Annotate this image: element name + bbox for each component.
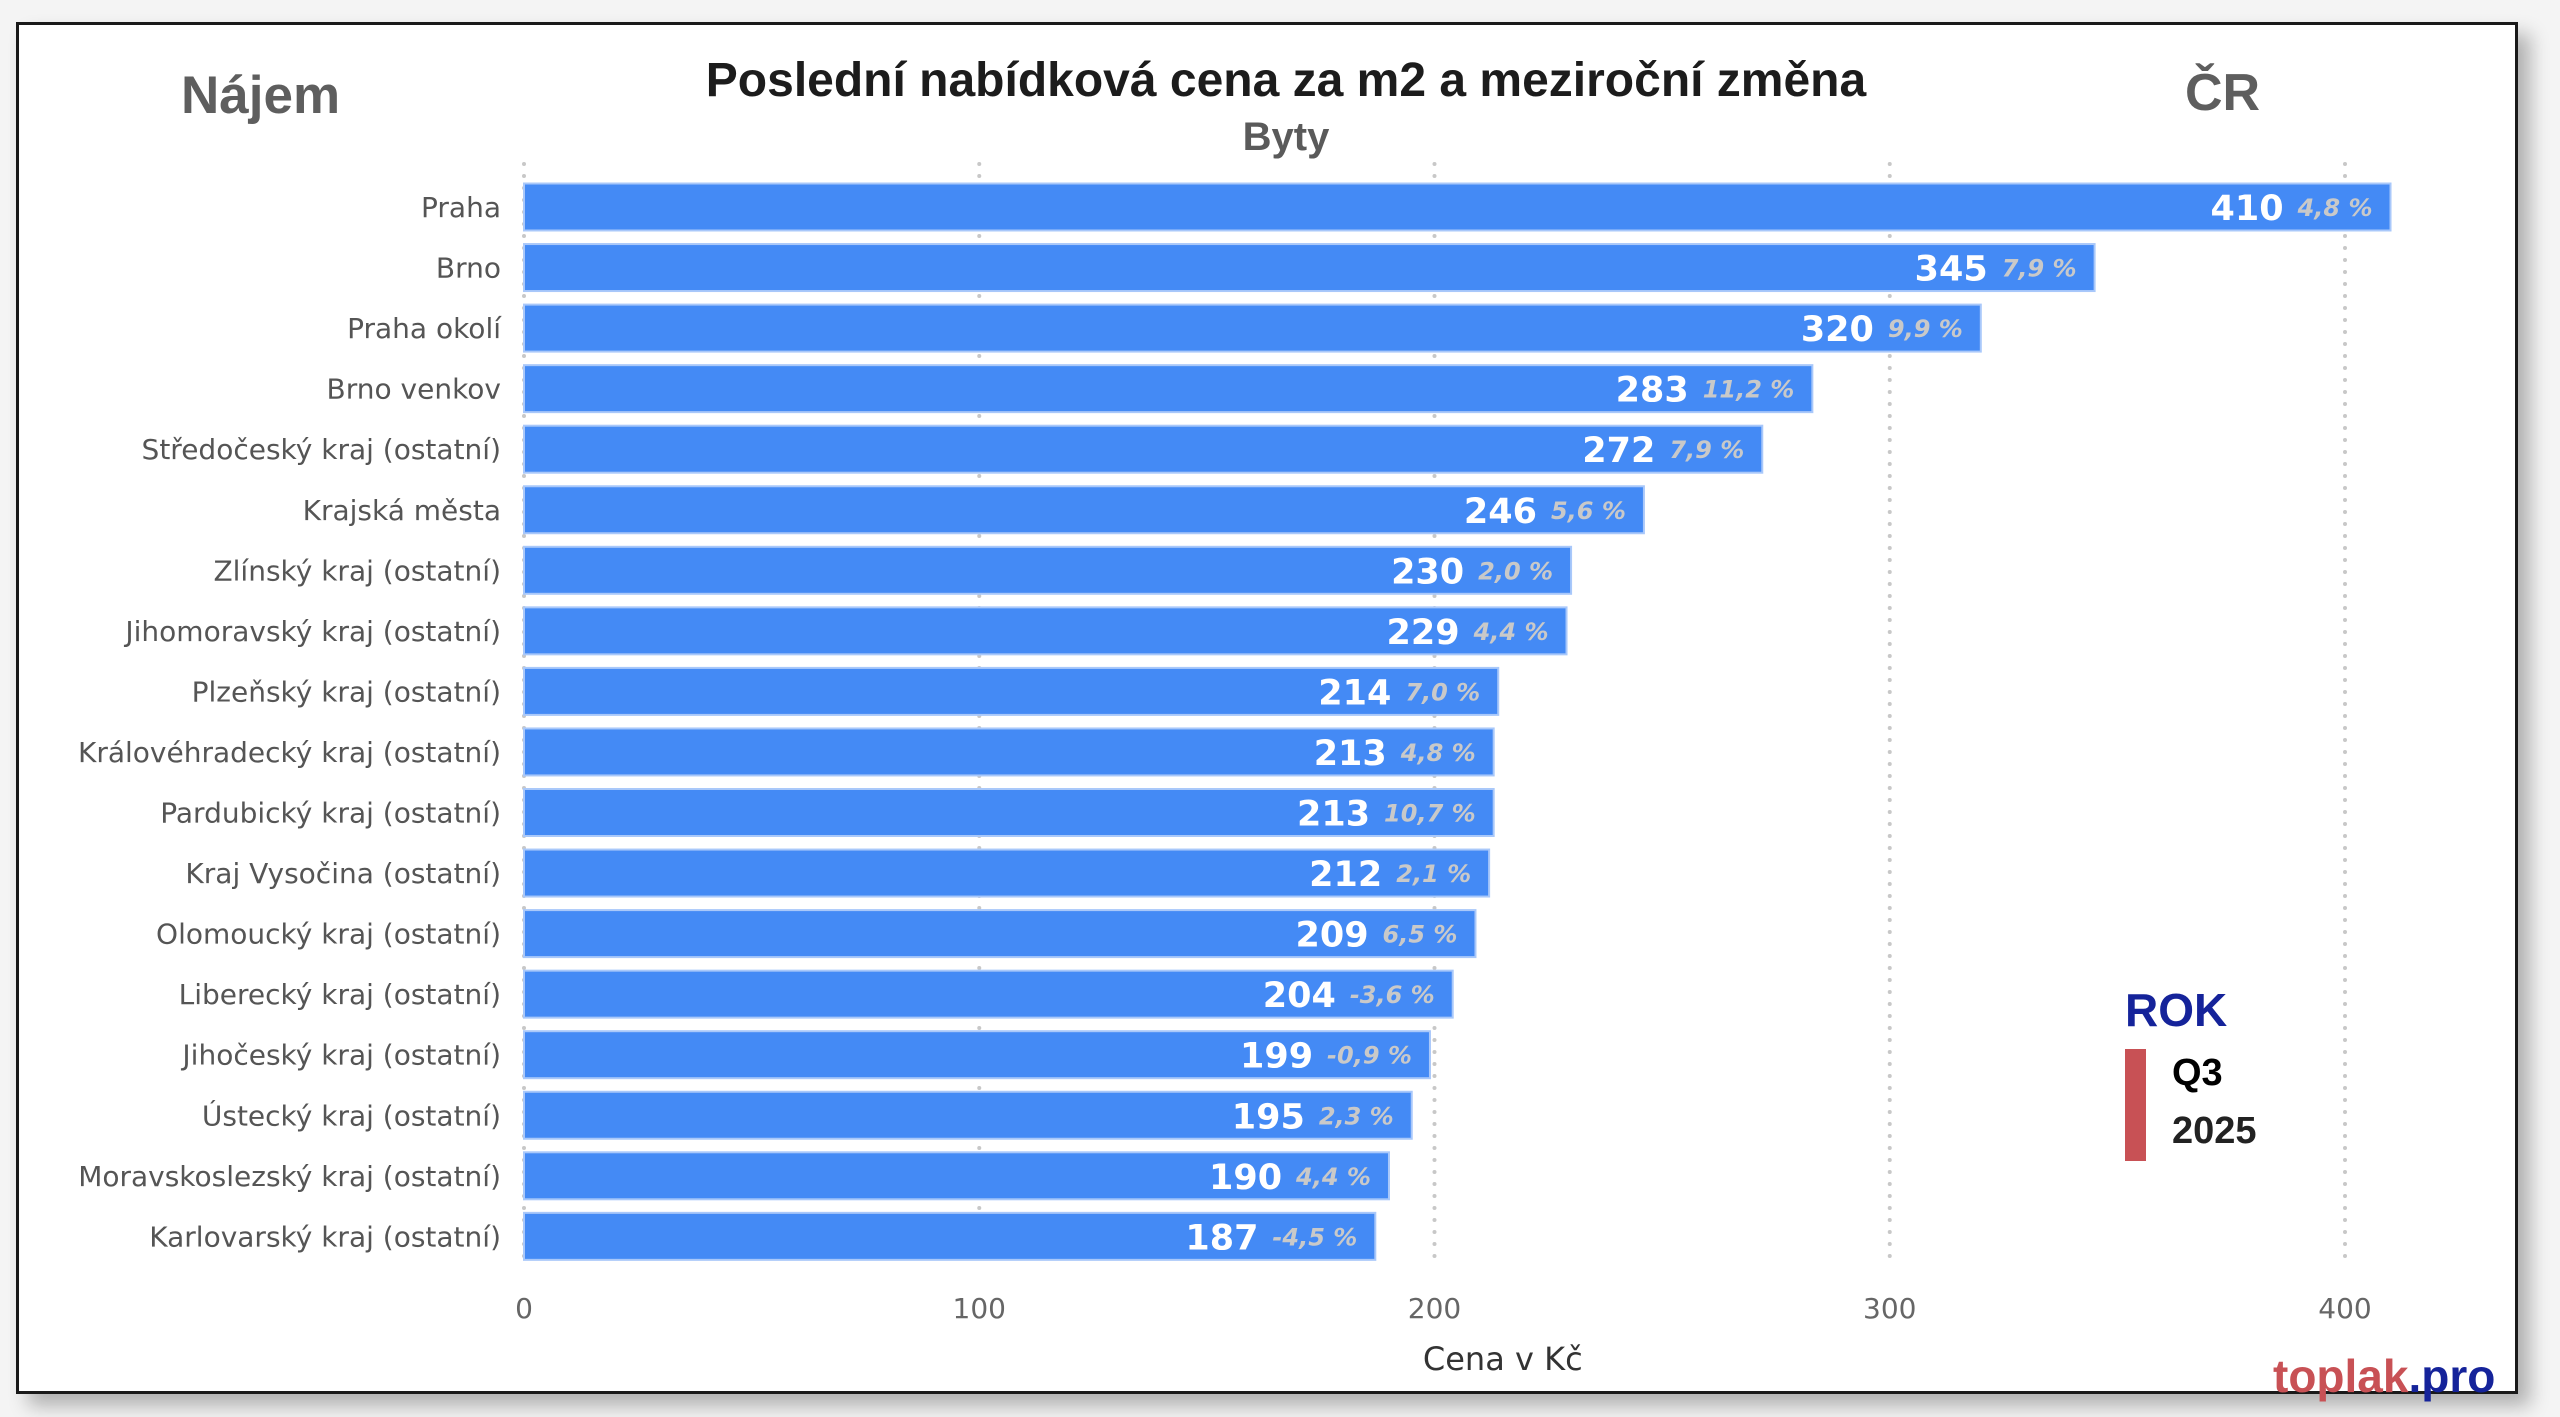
category-label: Zlínský kraj (ostatní) xyxy=(213,554,501,587)
bar xyxy=(523,545,1573,595)
x-tick-label: 100 xyxy=(953,1292,1006,1325)
change-label: 7,0 % xyxy=(1405,678,1480,706)
brand-part1: toplak xyxy=(2273,1350,2409,1402)
bar xyxy=(523,666,1500,716)
value-label: 230 xyxy=(1391,552,1464,592)
category-label: Karlovarský kraj (ostatní) xyxy=(149,1220,501,1253)
bar xyxy=(523,243,2096,293)
category-label: Moravskoslezský kraj (ostatní) xyxy=(78,1160,501,1193)
change-label: 2,0 % xyxy=(1478,557,1553,585)
change-label: -4,5 % xyxy=(1272,1223,1357,1251)
change-label: -3,6 % xyxy=(1350,981,1435,1009)
category-label: Brno xyxy=(436,252,501,285)
value-label: 187 xyxy=(1185,1218,1258,1258)
change-label: 2,3 % xyxy=(1319,1102,1394,1130)
value-label: 272 xyxy=(1582,431,1655,471)
bar xyxy=(523,727,1495,777)
change-label: 4,4 % xyxy=(1295,1163,1371,1191)
brand-part2: .pro xyxy=(2408,1350,2496,1402)
x-tick-label: 200 xyxy=(1408,1292,1461,1325)
bar xyxy=(523,1151,1390,1201)
category-label: Pardubický kraj (ostatní) xyxy=(160,797,501,830)
brand-logo: toplak.pro xyxy=(2273,1349,2495,1403)
value-label: 213 xyxy=(1314,734,1387,774)
value-label: 246 xyxy=(1464,492,1537,532)
category-label: Jihomoravský kraj (ostatní) xyxy=(123,615,501,648)
bar xyxy=(523,788,1495,837)
category-label: Liberecký kraj (ostatní) xyxy=(179,978,501,1011)
value-label: 204 xyxy=(1263,976,1336,1016)
change-label: 4,8 % xyxy=(1400,739,1476,767)
bar xyxy=(523,848,1491,898)
change-label: -0,9 % xyxy=(1327,1042,1412,1070)
category-label: Praha xyxy=(421,191,501,224)
value-label: 209 xyxy=(1295,916,1368,956)
category-label: Krajská města xyxy=(303,494,501,527)
value-label: 229 xyxy=(1387,613,1460,653)
category-label: Brno venkov xyxy=(327,373,501,406)
value-label: 195 xyxy=(1232,1097,1305,1137)
bar-chart: 0 100 200 300 400 Cena v Kč Praha 4,8 % 410 Brno 7… xyxy=(78,162,2392,1378)
legend-quarter: Q3 xyxy=(2172,1052,2223,1094)
change-label: 4,4 % xyxy=(1473,618,1549,646)
value-label: 283 xyxy=(1616,371,1689,411)
value-label: 320 xyxy=(1801,310,1874,350)
change-label: 7,9 % xyxy=(2002,255,2077,283)
region-tag: ČR xyxy=(2185,64,2261,122)
category-label: Olomoucký kraj (ostatní) xyxy=(156,918,501,951)
legend-marker xyxy=(2125,1049,2146,1161)
category-label: Kraj Vysočina (ostatní) xyxy=(185,857,501,890)
value-label: 212 xyxy=(1309,855,1382,895)
value-label: 410 xyxy=(2211,189,2284,229)
bar xyxy=(523,364,1814,414)
bar xyxy=(523,1090,1413,1140)
category-label: Ústecký kraj (ostatní) xyxy=(202,1098,501,1132)
change-label: 7,9 % xyxy=(1669,436,1744,464)
change-label: 10,7 % xyxy=(1384,800,1476,828)
category-label: Středočeský kraj (ostatní) xyxy=(142,433,501,466)
change-label: 5,6 % xyxy=(1551,497,1626,525)
category-label: Plzeňský kraj (ostatní) xyxy=(192,675,501,708)
value-label: 199 xyxy=(1240,1037,1313,1077)
bar xyxy=(523,1211,1377,1261)
change-label: 4,8 % xyxy=(2297,194,2373,222)
x-tick-label: 300 xyxy=(1863,1292,1916,1325)
category-label: Praha okolí xyxy=(347,312,502,345)
value-label: 213 xyxy=(1297,795,1370,835)
category-label: Královéhradecký kraj (ostatní) xyxy=(78,736,501,769)
category-label: Jihočeský kraj (ostatní) xyxy=(180,1039,501,1072)
bar xyxy=(523,424,1764,474)
bar xyxy=(523,485,1645,535)
change-label: 6,5 % xyxy=(1383,921,1458,949)
bar xyxy=(523,303,1982,353)
bar xyxy=(523,606,1568,656)
category-tag: Nájem xyxy=(181,66,341,125)
bar xyxy=(523,182,2392,232)
change-label: 11,2 % xyxy=(1703,376,1795,404)
change-label: 2,1 % xyxy=(1396,860,1471,888)
bar xyxy=(523,909,1477,959)
chart-title: Poslední nabídková cena za m2 a meziročn… xyxy=(705,54,1867,107)
x-axis-label: Cena v Kč xyxy=(1423,1340,1583,1378)
legend-title: ROK xyxy=(2125,984,2228,1036)
bar xyxy=(523,969,1454,1019)
change-label: 9,9 % xyxy=(1888,315,1963,343)
chart-frame: 0 100 200 300 400 Cena v Kč Praha 4,8 % 410 Brno 7… xyxy=(16,22,2518,1402)
value-label: 345 xyxy=(1915,250,1988,290)
x-tick-label: 0 xyxy=(515,1292,533,1325)
legend-year: 2025 xyxy=(2172,1110,2257,1152)
x-tick-label: 400 xyxy=(2318,1292,2371,1325)
value-label: 214 xyxy=(1318,673,1391,713)
bar xyxy=(523,1030,1431,1080)
value-label: 190 xyxy=(1209,1158,1282,1198)
chart-subtitle: Byty xyxy=(1242,115,1330,159)
